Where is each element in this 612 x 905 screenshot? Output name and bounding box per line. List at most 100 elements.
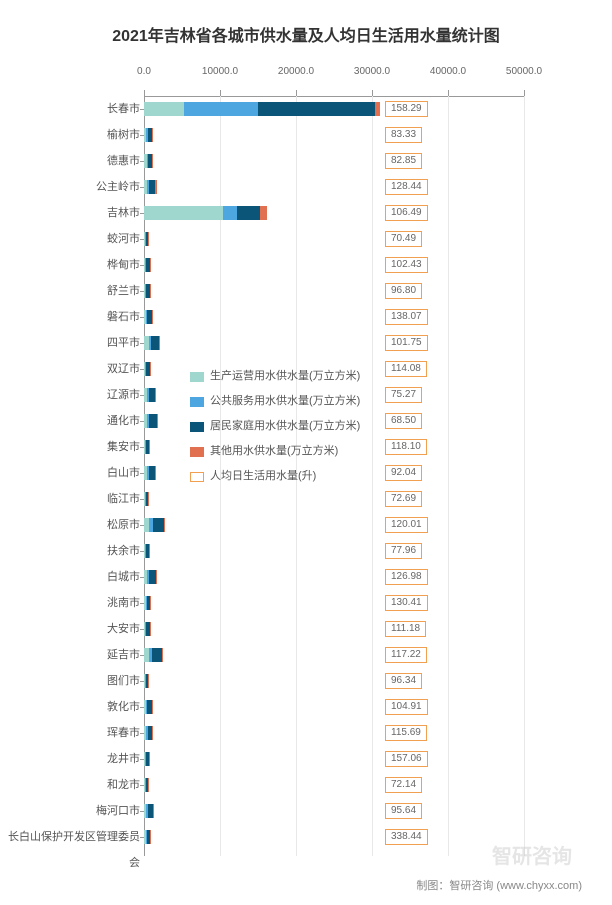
bar-segment-home	[237, 206, 260, 220]
x-tick-mark	[144, 90, 145, 96]
category-label: 通化市	[0, 408, 140, 434]
bar-segment-home	[149, 570, 156, 584]
per-capita-value: 157.06	[385, 751, 428, 767]
per-capita-value: 126.98	[385, 569, 428, 585]
stacked-bar	[144, 622, 150, 636]
table-row: 长春市158.29	[0, 96, 612, 122]
stacked-bar	[144, 544, 149, 558]
category-label: 延吉市	[0, 642, 140, 668]
x-tick-mark	[296, 90, 297, 96]
table-row: 德惠市82.85	[0, 148, 612, 174]
category-label: 扶余市	[0, 538, 140, 564]
stacked-bar	[144, 102, 380, 116]
stacked-bar	[144, 388, 155, 402]
category-label: 松原市	[0, 512, 140, 538]
bar-segment-home	[151, 336, 159, 350]
table-row: 舒兰市96.80	[0, 278, 612, 304]
bar-segment-other	[260, 206, 268, 220]
category-label: 吉林市	[0, 200, 140, 226]
bar-segment-public	[223, 206, 237, 220]
table-row: 白城市 126.98	[0, 564, 612, 590]
x-tick-label: 20000.0	[278, 66, 314, 77]
footer-credit: 制图：智研咨询 (www.chyxx.com)	[416, 877, 582, 893]
stacked-bar	[144, 310, 152, 324]
bar-segment-other	[157, 414, 158, 428]
per-capita-value: 115.69	[385, 725, 427, 741]
bar-segment-prod	[144, 206, 223, 220]
category-label: 蛟河市	[0, 226, 140, 252]
stacked-bar	[144, 180, 157, 194]
x-tick-label: 10000.0	[202, 66, 238, 77]
stacked-bar	[144, 440, 149, 454]
table-row: 大安市 111.18	[0, 616, 612, 642]
table-row: 洮南市130.41	[0, 590, 612, 616]
table-row: 四平市101.75	[0, 330, 612, 356]
bar-segment-home	[149, 414, 156, 428]
stacked-bar	[144, 232, 149, 246]
legend-item: 居民家庭用水供水量(万立方米)	[190, 414, 360, 439]
stacked-bar	[144, 726, 153, 740]
category-label: 大安市	[0, 616, 140, 642]
stacked-bar	[144, 700, 152, 714]
bar-segment-home	[258, 102, 375, 116]
legend-label: 生产运营用水供水量(万立方米)	[210, 364, 360, 389]
per-capita-value: 104.91	[385, 699, 428, 715]
table-row: 梅河口市 95.64	[0, 798, 612, 824]
stacked-bar	[144, 362, 150, 376]
x-tick-mark	[524, 90, 525, 96]
bar-segment-other	[155, 466, 156, 480]
category-label: 舒兰市	[0, 278, 140, 304]
legend-swatch-icon	[190, 397, 204, 407]
per-capita-value: 118.10	[385, 439, 427, 455]
stacked-bar	[144, 258, 150, 272]
category-label: 长白山保护开发区管理委员会	[0, 824, 140, 876]
legend-swatch-icon	[190, 422, 204, 432]
table-row: 珲春市115.69	[0, 720, 612, 746]
stacked-bar	[144, 752, 149, 766]
table-row: 和龙市72.14	[0, 772, 612, 798]
table-row: 龙井市 157.06	[0, 746, 612, 772]
stacked-bar	[144, 778, 148, 792]
per-capita-value: 111.18	[385, 621, 426, 637]
per-capita-value: 77.96	[385, 543, 422, 559]
x-axis: 0.010000.020000.030000.040000.050000.0	[144, 66, 524, 96]
legend-label: 公共服务用水供水量(万立方米)	[210, 389, 360, 414]
stacked-bar	[144, 466, 155, 480]
x-tick-mark	[372, 90, 373, 96]
category-label: 桦甸市	[0, 252, 140, 278]
category-label: 洮南市	[0, 590, 140, 616]
bar-segment-prod	[144, 102, 184, 116]
per-capita-value: 338.44	[385, 829, 428, 845]
per-capita-value: 82.85	[385, 153, 422, 169]
category-label: 双辽市	[0, 356, 140, 382]
table-row: 磐石市138.07	[0, 304, 612, 330]
bar-segment-other	[155, 388, 156, 402]
table-row: 图们市96.34	[0, 668, 612, 694]
legend-item: 公共服务用水供水量(万立方米)	[190, 389, 360, 414]
legend: 生产运营用水供水量(万立方米)公共服务用水供水量(万立方米)居民家庭用水供水量(…	[190, 364, 360, 489]
x-tick-label: 0.0	[137, 66, 151, 77]
category-label: 梅河口市	[0, 798, 140, 824]
bar-segment-other	[155, 180, 156, 194]
bar-segment-public	[184, 102, 258, 116]
category-label: 龙井市	[0, 746, 140, 772]
bar-segment-other	[164, 518, 165, 532]
per-capita-value: 72.69	[385, 491, 422, 507]
table-row: 临江市 72.69	[0, 486, 612, 512]
table-row: 榆树市83.33	[0, 122, 612, 148]
bar-segment-other	[159, 336, 160, 350]
bar-segment-other	[156, 570, 157, 584]
chart-area: 0.010000.020000.030000.040000.050000.0 长…	[0, 66, 612, 866]
category-label: 白城市	[0, 564, 140, 590]
legend-swatch-icon	[190, 447, 204, 457]
table-row: 延吉市117.22	[0, 642, 612, 668]
table-row: 敦化市104.91	[0, 694, 612, 720]
table-row: 吉林市 106.49	[0, 200, 612, 226]
per-capita-value: 106.49	[385, 205, 428, 221]
x-tick-label: 30000.0	[354, 66, 390, 77]
category-label: 长春市	[0, 96, 140, 122]
category-label: 公主岭市	[0, 174, 140, 200]
per-capita-value: 95.64	[385, 803, 422, 819]
x-tick-mark	[448, 90, 449, 96]
category-label: 临江市	[0, 486, 140, 512]
